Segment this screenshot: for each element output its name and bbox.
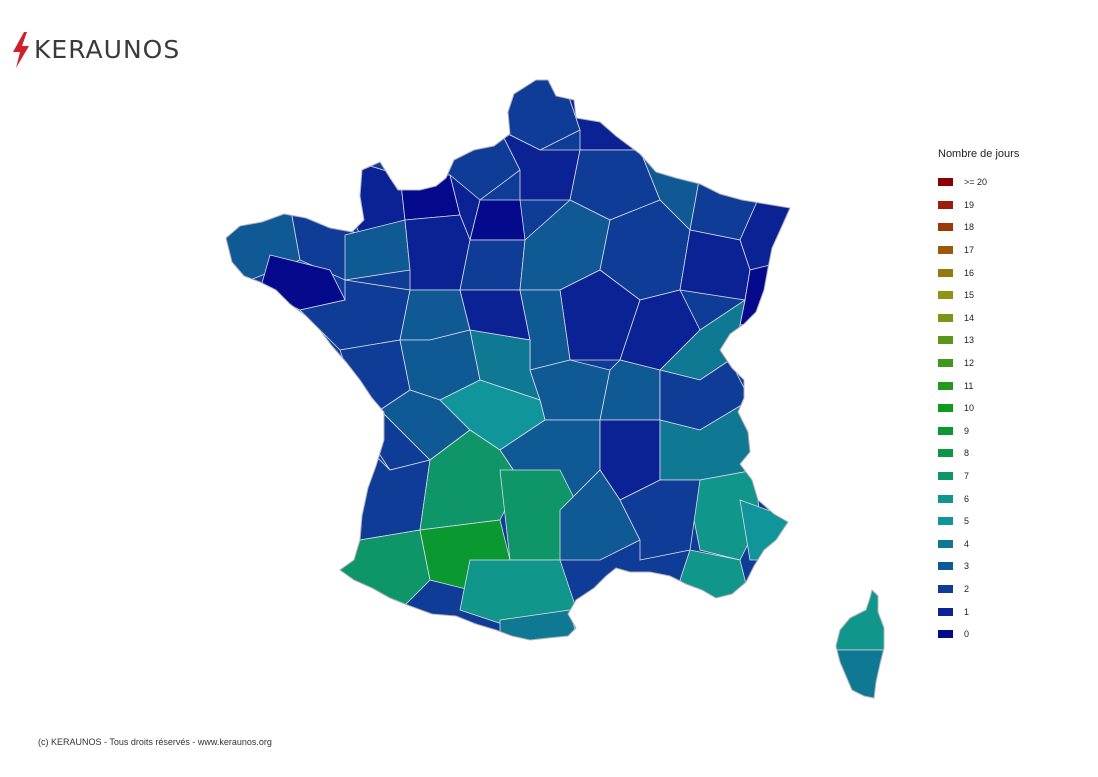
legend-label: 0 — [964, 629, 970, 640]
legend-swatch — [938, 223, 953, 232]
legend-label: 1 — [964, 606, 970, 617]
legend-label: >= 20 — [964, 177, 988, 188]
legend-item: 0 — [938, 623, 1058, 646]
legend-swatch — [938, 449, 953, 458]
department-region — [836, 590, 884, 651]
legend-label: 4 — [964, 538, 970, 549]
legend-label: 3 — [964, 561, 970, 572]
legend-swatch — [938, 584, 953, 593]
legend-item: 18 — [938, 216, 1058, 239]
legend-item: 17 — [938, 239, 1058, 262]
legend-label: 10 — [964, 403, 975, 414]
legend-item: 1 — [938, 600, 1058, 623]
legend-label: 2 — [964, 583, 970, 594]
legend-items: >= 20 19 18 17 16 15 14 13 12 11 10 9 8 7 6 5 4 3 2 1 0 — [938, 171, 1058, 645]
legend-label: 5 — [964, 516, 970, 527]
legend-swatch — [938, 291, 953, 300]
legend-swatch — [938, 426, 953, 435]
legend-label: 19 — [964, 199, 975, 210]
legend-swatch — [938, 517, 953, 526]
legend-item: 13 — [938, 329, 1058, 352]
lightning-bolt-icon — [13, 32, 29, 68]
legend-item: 19 — [938, 194, 1058, 217]
copyright-footer: (c) KERAUNOS - Tous droits réservés - ww… — [38, 737, 272, 747]
legend-label: 11 — [964, 380, 974, 391]
legend-swatch — [938, 178, 953, 187]
legend-swatch — [938, 200, 953, 209]
legend-swatch — [938, 494, 953, 503]
legend-label: 15 — [964, 290, 975, 301]
legend-swatch — [938, 404, 953, 413]
legend-swatch — [938, 607, 953, 616]
legend-item: 3 — [938, 555, 1058, 578]
department-region — [499, 609, 581, 640]
keraunos-logo: KERAUNOS — [10, 30, 180, 70]
corsica-regions — [836, 590, 884, 698]
legend-item: 10 — [938, 397, 1058, 420]
legend-swatch — [938, 336, 953, 345]
legend-item: 16 — [938, 261, 1058, 284]
mainland-outline — [225, 79, 791, 641]
department-region — [679, 229, 751, 301]
legend-label: 6 — [964, 493, 970, 504]
legend-item: 7 — [938, 465, 1058, 488]
legend-item: 12 — [938, 352, 1058, 375]
legend-swatch — [938, 472, 953, 481]
legend-item: 8 — [938, 442, 1058, 465]
legend-swatch — [938, 630, 953, 639]
legend-label: 16 — [964, 267, 975, 278]
legend-swatch — [938, 381, 953, 390]
legend-item: 15 — [938, 284, 1058, 307]
corsica-outline — [835, 589, 885, 699]
department-region — [469, 199, 526, 241]
department-region — [404, 214, 471, 291]
legend-item: 6 — [938, 487, 1058, 510]
legend-label: 17 — [964, 245, 975, 256]
legend-item: 2 — [938, 578, 1058, 601]
legend-swatch — [938, 313, 953, 322]
legend-item: 5 — [938, 510, 1058, 533]
legend-item: 14 — [938, 307, 1058, 330]
legend-swatch — [938, 359, 953, 368]
legend: Nombre de jours >= 20 19 18 17 16 15 14 13 12 11 1… — [938, 148, 1058, 645]
legend-label: 7 — [964, 471, 970, 482]
legend-label: 18 — [964, 222, 975, 233]
legend-item: 4 — [938, 533, 1058, 556]
legend-swatch — [938, 246, 953, 255]
department-region — [399, 174, 461, 221]
department-region — [836, 649, 884, 698]
legend-item: >= 20 — [938, 171, 1058, 194]
legend-label: 12 — [964, 358, 975, 369]
legend-swatch — [938, 562, 953, 571]
department-region — [459, 239, 526, 291]
legend-label: 13 — [964, 335, 975, 346]
legend-swatch — [938, 539, 953, 548]
legend-item: 9 — [938, 420, 1058, 443]
logo-text: KERAUNOS — [34, 35, 181, 64]
department-region — [559, 269, 641, 361]
legend-label: 14 — [964, 312, 975, 323]
legend-swatch — [938, 268, 953, 277]
legend-label: 9 — [964, 425, 970, 436]
legend-title: Nombre de jours — [938, 148, 1020, 160]
department-region — [619, 479, 701, 561]
legend-label: 8 — [964, 448, 970, 459]
legend-item: 11 — [938, 374, 1058, 397]
